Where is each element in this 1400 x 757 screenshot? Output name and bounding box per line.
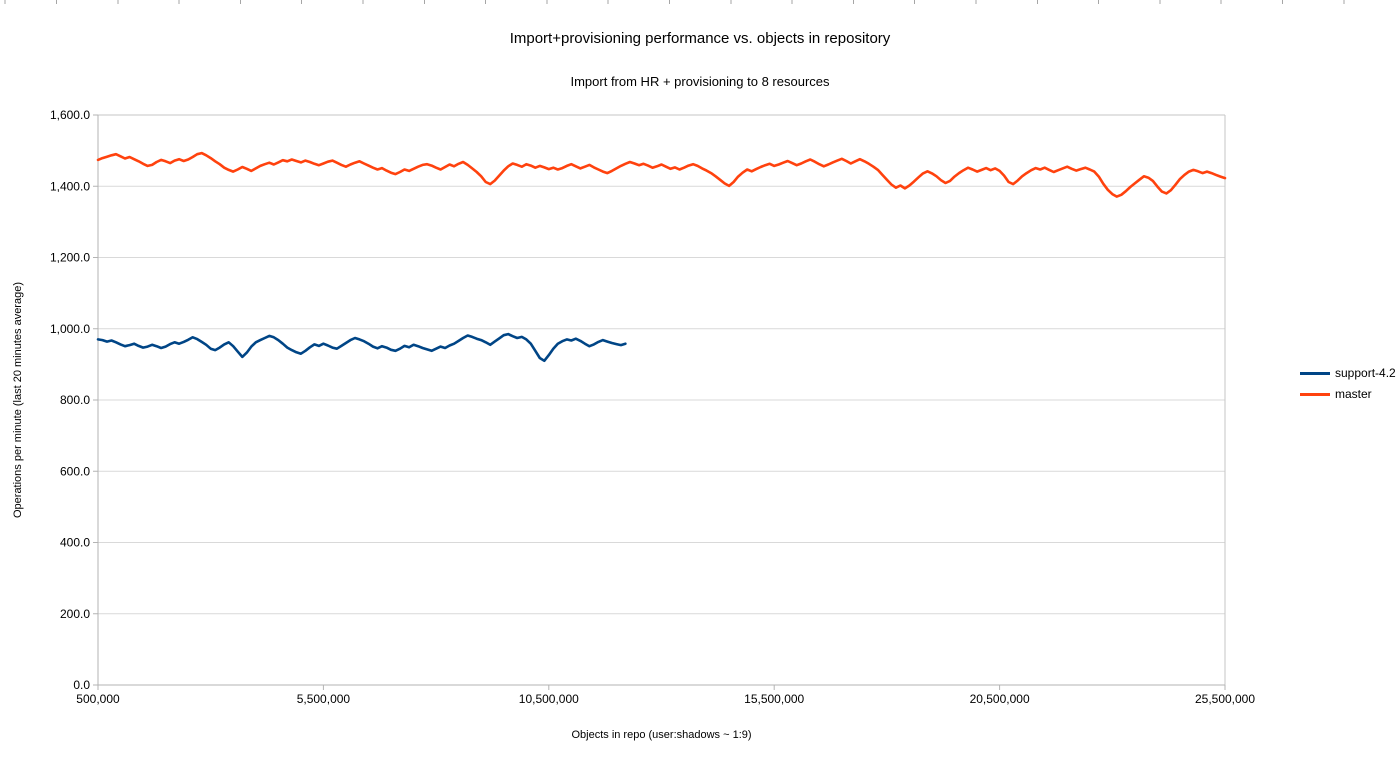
y-tick-label: 1,600.0: [50, 108, 90, 122]
legend-item-master: master: [1300, 387, 1396, 401]
x-tick-label: 10,500,000: [519, 692, 579, 706]
legend-line-swatch: [1300, 371, 1330, 375]
x-tick-label: 20,500,000: [970, 692, 1030, 706]
legend: support-4.2 master: [1300, 366, 1396, 401]
y-tick-label: 400.0: [60, 536, 90, 550]
x-tick-label: 15,500,000: [744, 692, 804, 706]
y-tick-label: 0.0: [73, 678, 90, 692]
y-tick-label: 800.0: [60, 393, 90, 407]
x-tick-label: 500,000: [76, 692, 120, 706]
series-line-master: [96, 151, 1227, 198]
y-axis-title: Operations per minute (last 20 minutes a…: [12, 282, 24, 519]
y-tick-label: 1,400.0: [50, 179, 90, 193]
legend-label: master: [1335, 387, 1372, 401]
legend-label: support-4.2: [1335, 366, 1396, 380]
x-tick-label: 25,500,000: [1195, 692, 1255, 706]
legend-line-swatch: [1300, 392, 1330, 396]
y-tick-label: 1,200.0: [50, 251, 90, 265]
y-tick-label: 1,000.0: [50, 322, 90, 336]
y-tick-label: 600.0: [60, 464, 90, 478]
x-tick-label: 5,500,000: [297, 692, 351, 706]
series-line-support-4.2: [96, 332, 627, 363]
x-axis-title: Objects in repo (user:shadows ~ 1:9): [571, 729, 752, 741]
spreadsheet-column-ruler-ticks: [0, 0, 1400, 4]
chart-subtitle: Import from HR + provisioning to 8 resou…: [570, 74, 830, 89]
chart-title: Import+provisioning performance vs. obje…: [509, 30, 891, 47]
legend-item-support-4.2: support-4.2: [1300, 366, 1396, 380]
y-tick-label: 200.0: [60, 607, 90, 621]
